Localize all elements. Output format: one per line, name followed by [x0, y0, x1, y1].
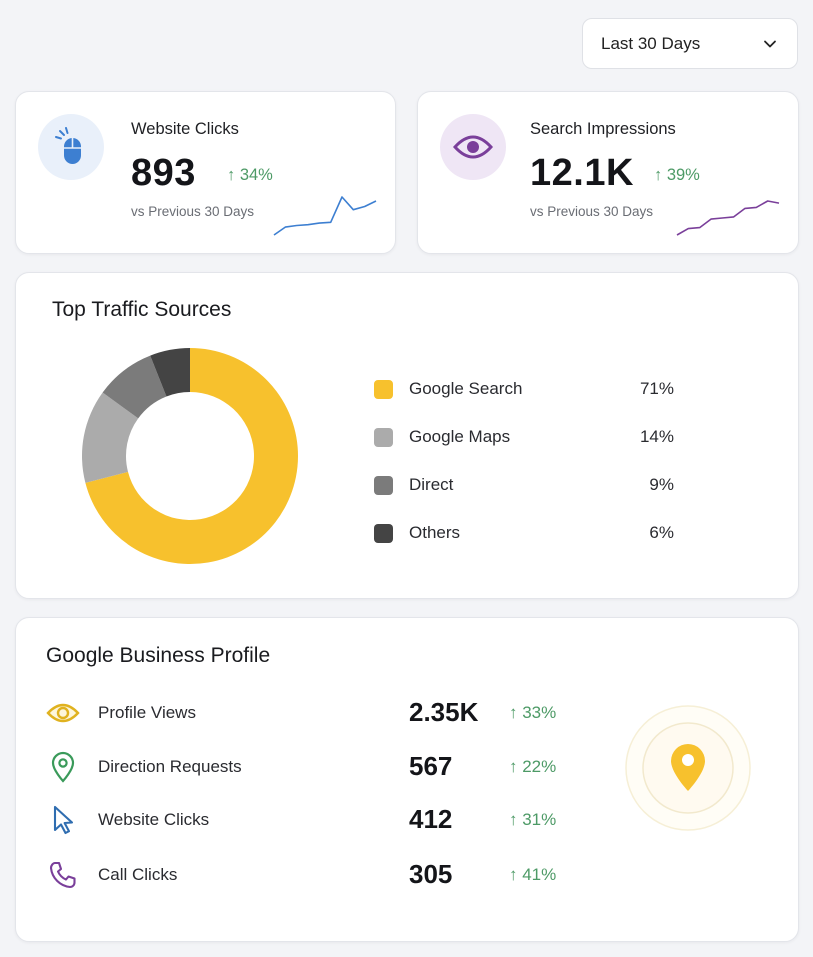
metric-delta: ↑ 22% [509, 757, 557, 776]
metric-delta: ↑ 33% [509, 703, 557, 722]
section-title: Top Traffic Sources [52, 298, 232, 321]
chevron-down-icon [764, 40, 776, 47]
location-pin-icon [625, 705, 751, 831]
legend-value: 14% [639, 427, 674, 446]
legend-item-others: Others 6% [374, 521, 674, 545]
donut-slice-google-search [85, 348, 298, 564]
legend-value: 9% [649, 475, 674, 494]
metric-value: 567 [409, 751, 453, 781]
sparkline-series [676, 200, 780, 236]
metric-row-direction-requests: Direction Requests 567 ↑ 22% [46, 747, 586, 787]
legend-label: Google Search [409, 379, 523, 398]
legend-swatch [374, 427, 393, 447]
date-range-label: Last 30 Days [601, 33, 701, 53]
legend-swatch [374, 475, 393, 495]
legend-swatch [374, 523, 393, 543]
legend-label: Google Maps [409, 427, 511, 446]
kpi-card-website-clicks: Website Clicks 893 ↑ 34% vs Previous 30 … [15, 91, 396, 254]
kpi-value: 893 [131, 152, 196, 194]
cursor-icon [46, 804, 80, 836]
sparkline-chart [676, 200, 780, 236]
metric-label: Call Clicks [98, 865, 178, 884]
metric-label: Website Clicks [98, 810, 210, 829]
mouse-icon [38, 114, 104, 180]
legend-value: 71% [639, 379, 674, 398]
kpi-delta: ↑ 39% [654, 166, 700, 184]
metric-row-call-clicks: Call Clicks 305 ↑ 41% [46, 855, 586, 895]
metric-label: Profile Views [98, 703, 196, 722]
kpi-card-search-impressions: Search Impressions 12.1K ↑ 39% vs Previo… [417, 91, 799, 254]
legend-label: Direct [409, 475, 454, 494]
phone-icon [46, 859, 80, 891]
donut-slice-others [150, 348, 190, 397]
metric-delta: ↑ 41% [509, 865, 557, 884]
kpi-compare-text: vs Previous 30 Days [131, 204, 255, 219]
legend-item-google-search: Google Search 71% [374, 377, 674, 401]
kpi-compare-text: vs Previous 30 Days [530, 204, 654, 219]
kpi-delta: ↑ 34% [227, 166, 273, 184]
traffic-sources-card: Top Traffic Sources Google Search 71% Go… [15, 272, 799, 599]
eye-icon [46, 697, 80, 729]
metric-row-website-clicks: Website Clicks 412 ↑ 31% [46, 800, 586, 840]
sparkline-chart [273, 196, 377, 236]
map-pin-icon [46, 751, 80, 783]
donut-slice-direct [102, 355, 167, 419]
eye-icon [440, 114, 506, 180]
traffic-donut-chart [82, 348, 298, 564]
metric-row-profile-views: Profile Views 2.35K ↑ 33% [46, 693, 586, 733]
legend-item-google-maps: Google Maps 14% [374, 425, 674, 449]
donut-slice-google-maps [82, 392, 139, 483]
metric-value: 412 [409, 804, 453, 834]
kpi-value: 12.1K [530, 152, 634, 194]
kpi-title: Website Clicks [131, 120, 239, 138]
metric-label: Direction Requests [98, 757, 242, 776]
legend-label: Others [409, 523, 461, 542]
legend-item-direct: Direct 9% [374, 473, 674, 497]
legend-swatch [374, 379, 393, 399]
legend-value: 6% [649, 523, 674, 542]
metric-value: 305 [409, 859, 453, 889]
section-title: Google Business Profile [46, 644, 271, 667]
metric-delta: ↑ 31% [509, 810, 557, 829]
date-range-select[interactable]: Last 30 Days [582, 18, 798, 69]
sparkline-series [273, 196, 377, 236]
metric-value: 2.35K [409, 697, 479, 727]
kpi-title: Search Impressions [530, 120, 676, 138]
business-profile-card: Google Business Profile Profile Views 2.… [15, 617, 799, 942]
